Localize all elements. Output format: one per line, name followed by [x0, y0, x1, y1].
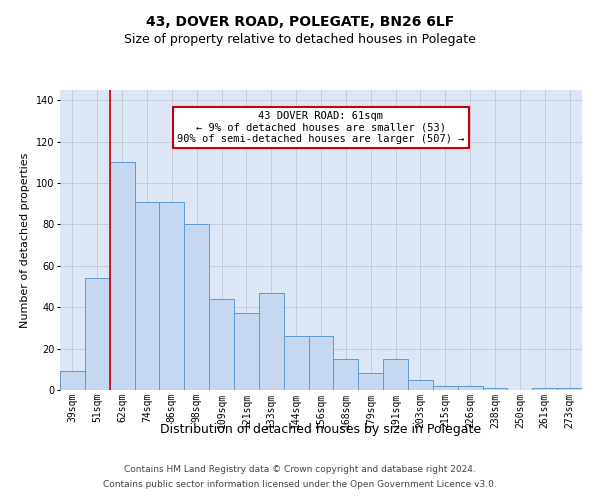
Bar [433, 386, 458, 390]
Bar [408, 380, 433, 390]
Bar [184, 224, 209, 390]
Bar [383, 359, 408, 390]
Y-axis label: Number of detached properties: Number of detached properties [20, 152, 31, 328]
Text: Size of property relative to detached houses in Polegate: Size of property relative to detached ho… [124, 32, 476, 46]
Bar [209, 299, 234, 390]
Bar [134, 202, 160, 390]
Bar [60, 372, 85, 390]
Text: Contains HM Land Registry data © Crown copyright and database right 2024.: Contains HM Land Registry data © Crown c… [124, 465, 476, 474]
Text: 43, DOVER ROAD, POLEGATE, BN26 6LF: 43, DOVER ROAD, POLEGATE, BN26 6LF [146, 15, 454, 29]
Text: Distribution of detached houses by size in Polegate: Distribution of detached houses by size … [160, 422, 482, 436]
Bar [308, 336, 334, 390]
Bar [234, 314, 259, 390]
Text: Contains public sector information licensed under the Open Government Licence v3: Contains public sector information licen… [103, 480, 497, 489]
Text: 43 DOVER ROAD: 61sqm
← 9% of detached houses are smaller (53)
90% of semi-detach: 43 DOVER ROAD: 61sqm ← 9% of detached ho… [177, 111, 465, 144]
Bar [85, 278, 110, 390]
Bar [334, 359, 358, 390]
Bar [160, 202, 184, 390]
Bar [482, 388, 508, 390]
Bar [458, 386, 482, 390]
Bar [259, 293, 284, 390]
Bar [557, 388, 582, 390]
Bar [110, 162, 134, 390]
Bar [358, 374, 383, 390]
Bar [532, 388, 557, 390]
Bar [284, 336, 308, 390]
